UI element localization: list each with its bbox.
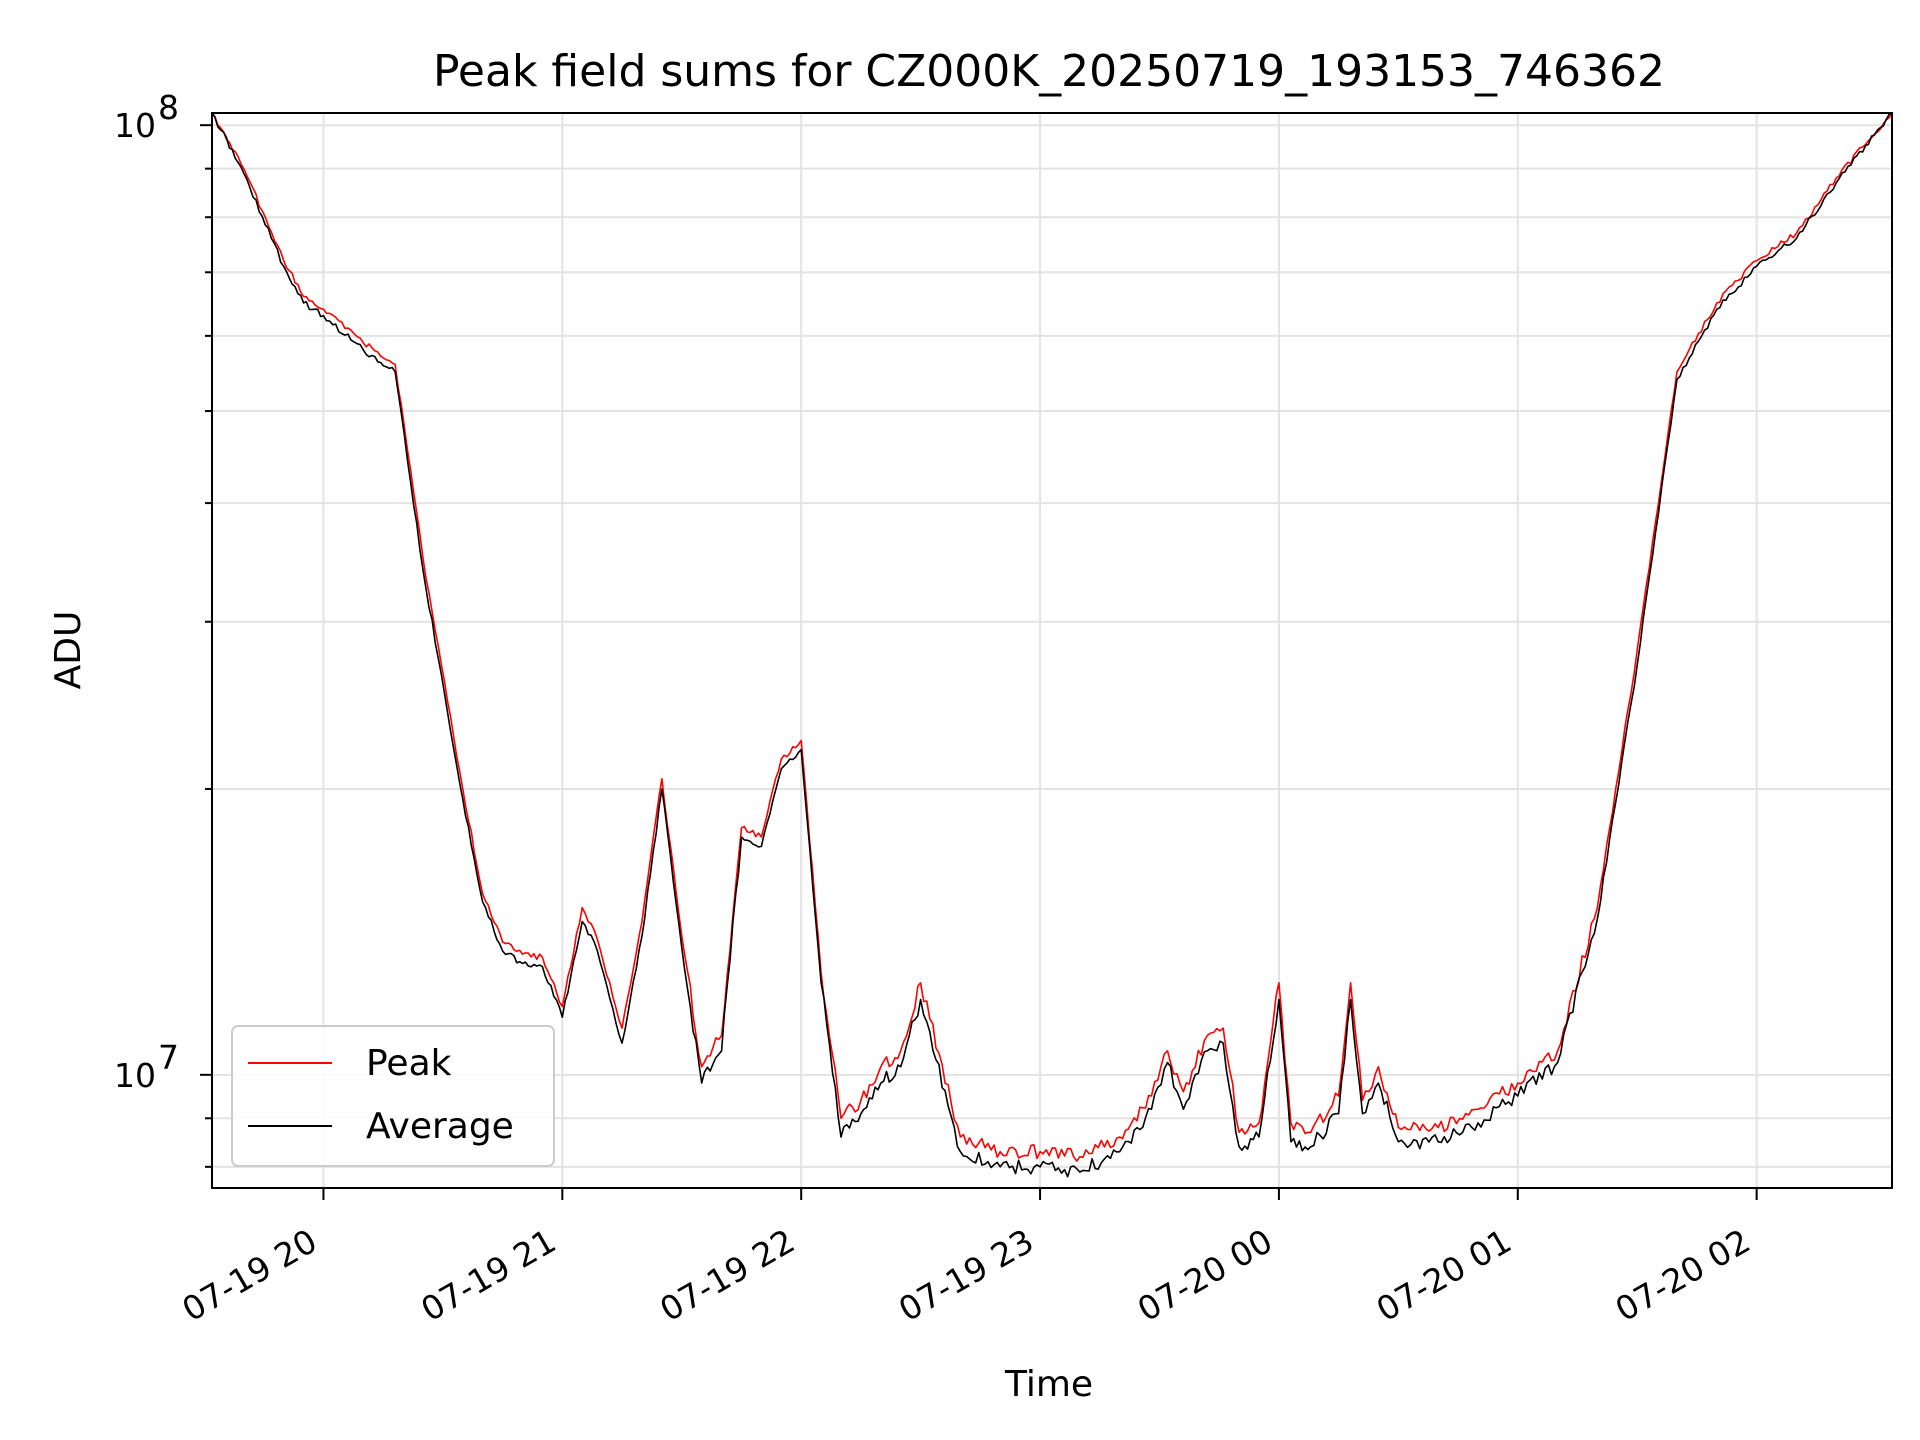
legend-box xyxy=(231,1025,555,1167)
y-tick-exponent: 7 xyxy=(158,1038,179,1077)
legend: Peak Average xyxy=(231,1025,555,1167)
plot-frame xyxy=(211,112,1893,1189)
y-tick-exponent: 8 xyxy=(158,88,179,127)
chart-title: Peak field sums for CZ000K_20250719_1931… xyxy=(433,46,1665,97)
series-layer xyxy=(211,112,1893,1178)
legend-label-average: Average xyxy=(366,1106,514,1147)
series-line-peak xyxy=(211,112,1893,1162)
y-axis-label: ADU xyxy=(48,611,89,690)
y-tick-label: 10 xyxy=(114,1056,156,1095)
legend-label-peak: Peak xyxy=(366,1043,452,1084)
grid xyxy=(212,113,1892,1188)
x-axis-label: Time xyxy=(1004,1364,1093,1405)
y-tick-label: 10 xyxy=(114,106,156,145)
series-line-average xyxy=(211,112,1893,1178)
